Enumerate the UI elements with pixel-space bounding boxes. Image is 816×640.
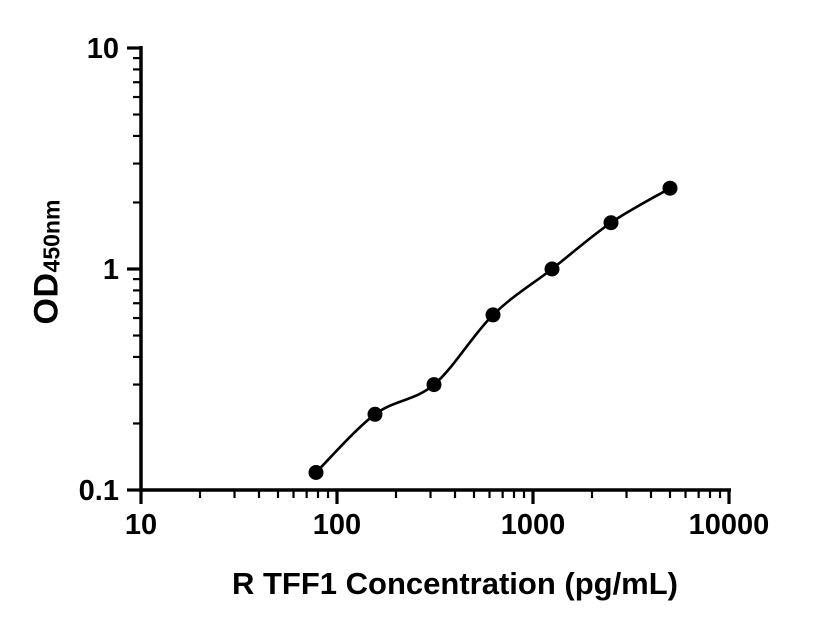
data-point-marker [485, 307, 501, 323]
fit-curve [315, 187, 671, 474]
data-point-marker [367, 406, 383, 422]
y-axis-title: OD450nm [28, 200, 67, 325]
y-tick-label: 0.1 [79, 475, 119, 507]
data-point-marker [662, 180, 678, 196]
y-axis-title-subscript: 450nm [38, 199, 65, 273]
x-tick-label: 10 [125, 509, 157, 541]
data-point-marker [544, 261, 560, 277]
x-tick-label: 100 [313, 509, 361, 541]
data-point-marker [426, 377, 442, 393]
y-axis-title-text: OD [27, 272, 66, 325]
data-point-marker [603, 215, 619, 231]
x-tick-label: 1000 [501, 509, 566, 541]
x-tick-label: 10000 [689, 509, 770, 541]
data-point-marker [308, 465, 324, 480]
y-tick-label: 10 [87, 33, 119, 65]
y-tick-label: 1 [103, 254, 119, 286]
x-axis-title: R TFF1 Concentration (pg/mL) [231, 566, 679, 601]
